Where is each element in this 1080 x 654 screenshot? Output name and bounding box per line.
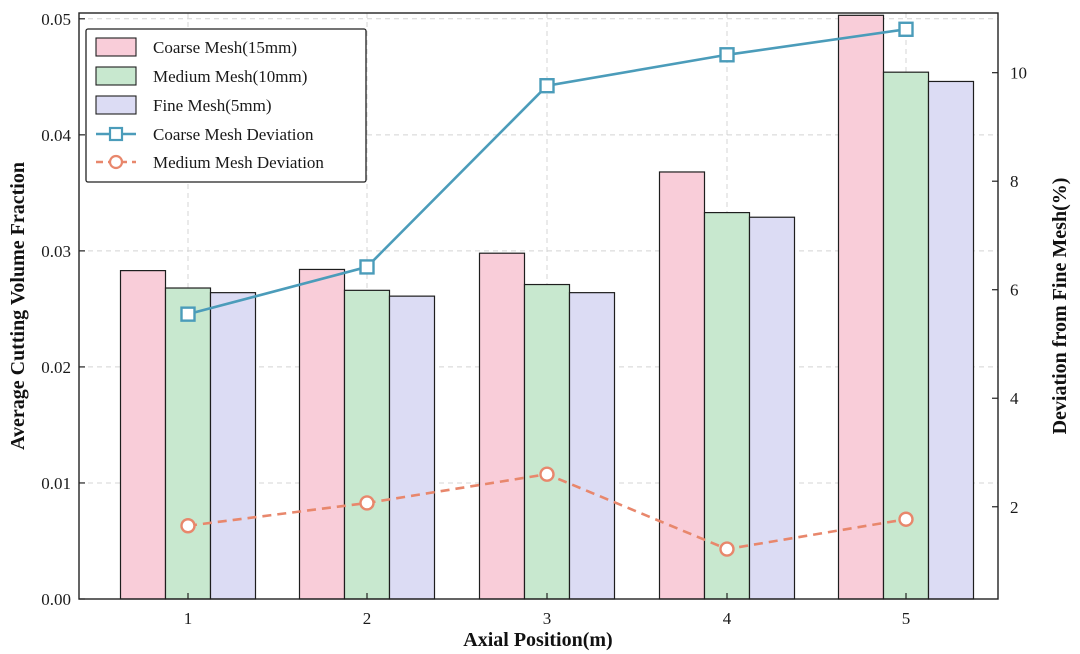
line-point xyxy=(719,541,735,557)
plot-frame xyxy=(78,12,999,600)
y2-tick-label: 4 xyxy=(1010,389,1019,408)
legend-marker xyxy=(108,154,124,170)
legend: Coarse Mesh(15mm) Medium Mesh(10mm) Fine M… xyxy=(85,28,367,183)
y2-tick-label: 10 xyxy=(1010,64,1027,83)
bar xyxy=(882,71,930,600)
legend-label: Medium Mesh(10mm) xyxy=(153,67,307,86)
line-point xyxy=(898,21,914,37)
bar xyxy=(568,292,616,600)
bar xyxy=(298,268,346,600)
bar xyxy=(837,14,885,600)
line-point xyxy=(180,518,196,534)
y-tick-label: 0.05 xyxy=(41,10,71,29)
legend-label: Fine Mesh(5mm) xyxy=(153,96,272,115)
legend-label: Coarse Mesh(15mm) xyxy=(153,38,297,57)
x-tick-label: 5 xyxy=(902,609,911,628)
line-point xyxy=(898,511,914,527)
legend-swatch xyxy=(95,95,137,115)
y2-tick-label: 2 xyxy=(1010,498,1019,517)
deviation-lines xyxy=(180,21,914,557)
y-tick-label: 0.04 xyxy=(41,126,71,145)
y2-axis-title: Deviation from Fine Mesh(%) xyxy=(1049,178,1071,435)
bar xyxy=(388,295,436,600)
y-tick-label: 0.00 xyxy=(41,590,71,609)
y2-tick-label: 6 xyxy=(1010,281,1019,300)
y2-tick-label: 8 xyxy=(1010,172,1019,191)
legend-swatch xyxy=(95,37,137,57)
x-tick-label: 4 xyxy=(723,609,732,628)
x-axis-title: Axial Position(m) xyxy=(463,629,612,651)
legend-swatch xyxy=(95,66,137,86)
bars xyxy=(119,14,975,600)
bar xyxy=(119,270,167,600)
x-tick-label: 1 xyxy=(184,609,193,628)
x-tick-label: 2 xyxy=(363,609,372,628)
y-tick-label: 0.02 xyxy=(41,358,71,377)
bar xyxy=(703,211,751,600)
y-tick-label: 0.03 xyxy=(41,242,71,261)
bar xyxy=(209,292,257,600)
legend-label: Medium Mesh Deviation xyxy=(153,153,324,172)
bar xyxy=(658,171,706,600)
line-point xyxy=(719,47,735,63)
line-point xyxy=(180,306,196,322)
bar xyxy=(164,287,212,600)
bar xyxy=(343,289,391,600)
line-point xyxy=(539,78,555,94)
line-point xyxy=(539,466,555,482)
line-point xyxy=(359,495,375,511)
bar xyxy=(523,283,571,600)
x-tick-label: 3 xyxy=(543,609,552,628)
line-point xyxy=(359,259,375,275)
legend-label: Coarse Mesh Deviation xyxy=(153,125,314,144)
bar xyxy=(478,252,526,600)
bar xyxy=(927,80,975,600)
legend-frame xyxy=(85,28,367,183)
y-tick-label: 0.01 xyxy=(41,474,71,493)
legend-marker xyxy=(108,126,124,142)
y-axis-title: Average Cutting Volume Fraction xyxy=(7,162,29,450)
